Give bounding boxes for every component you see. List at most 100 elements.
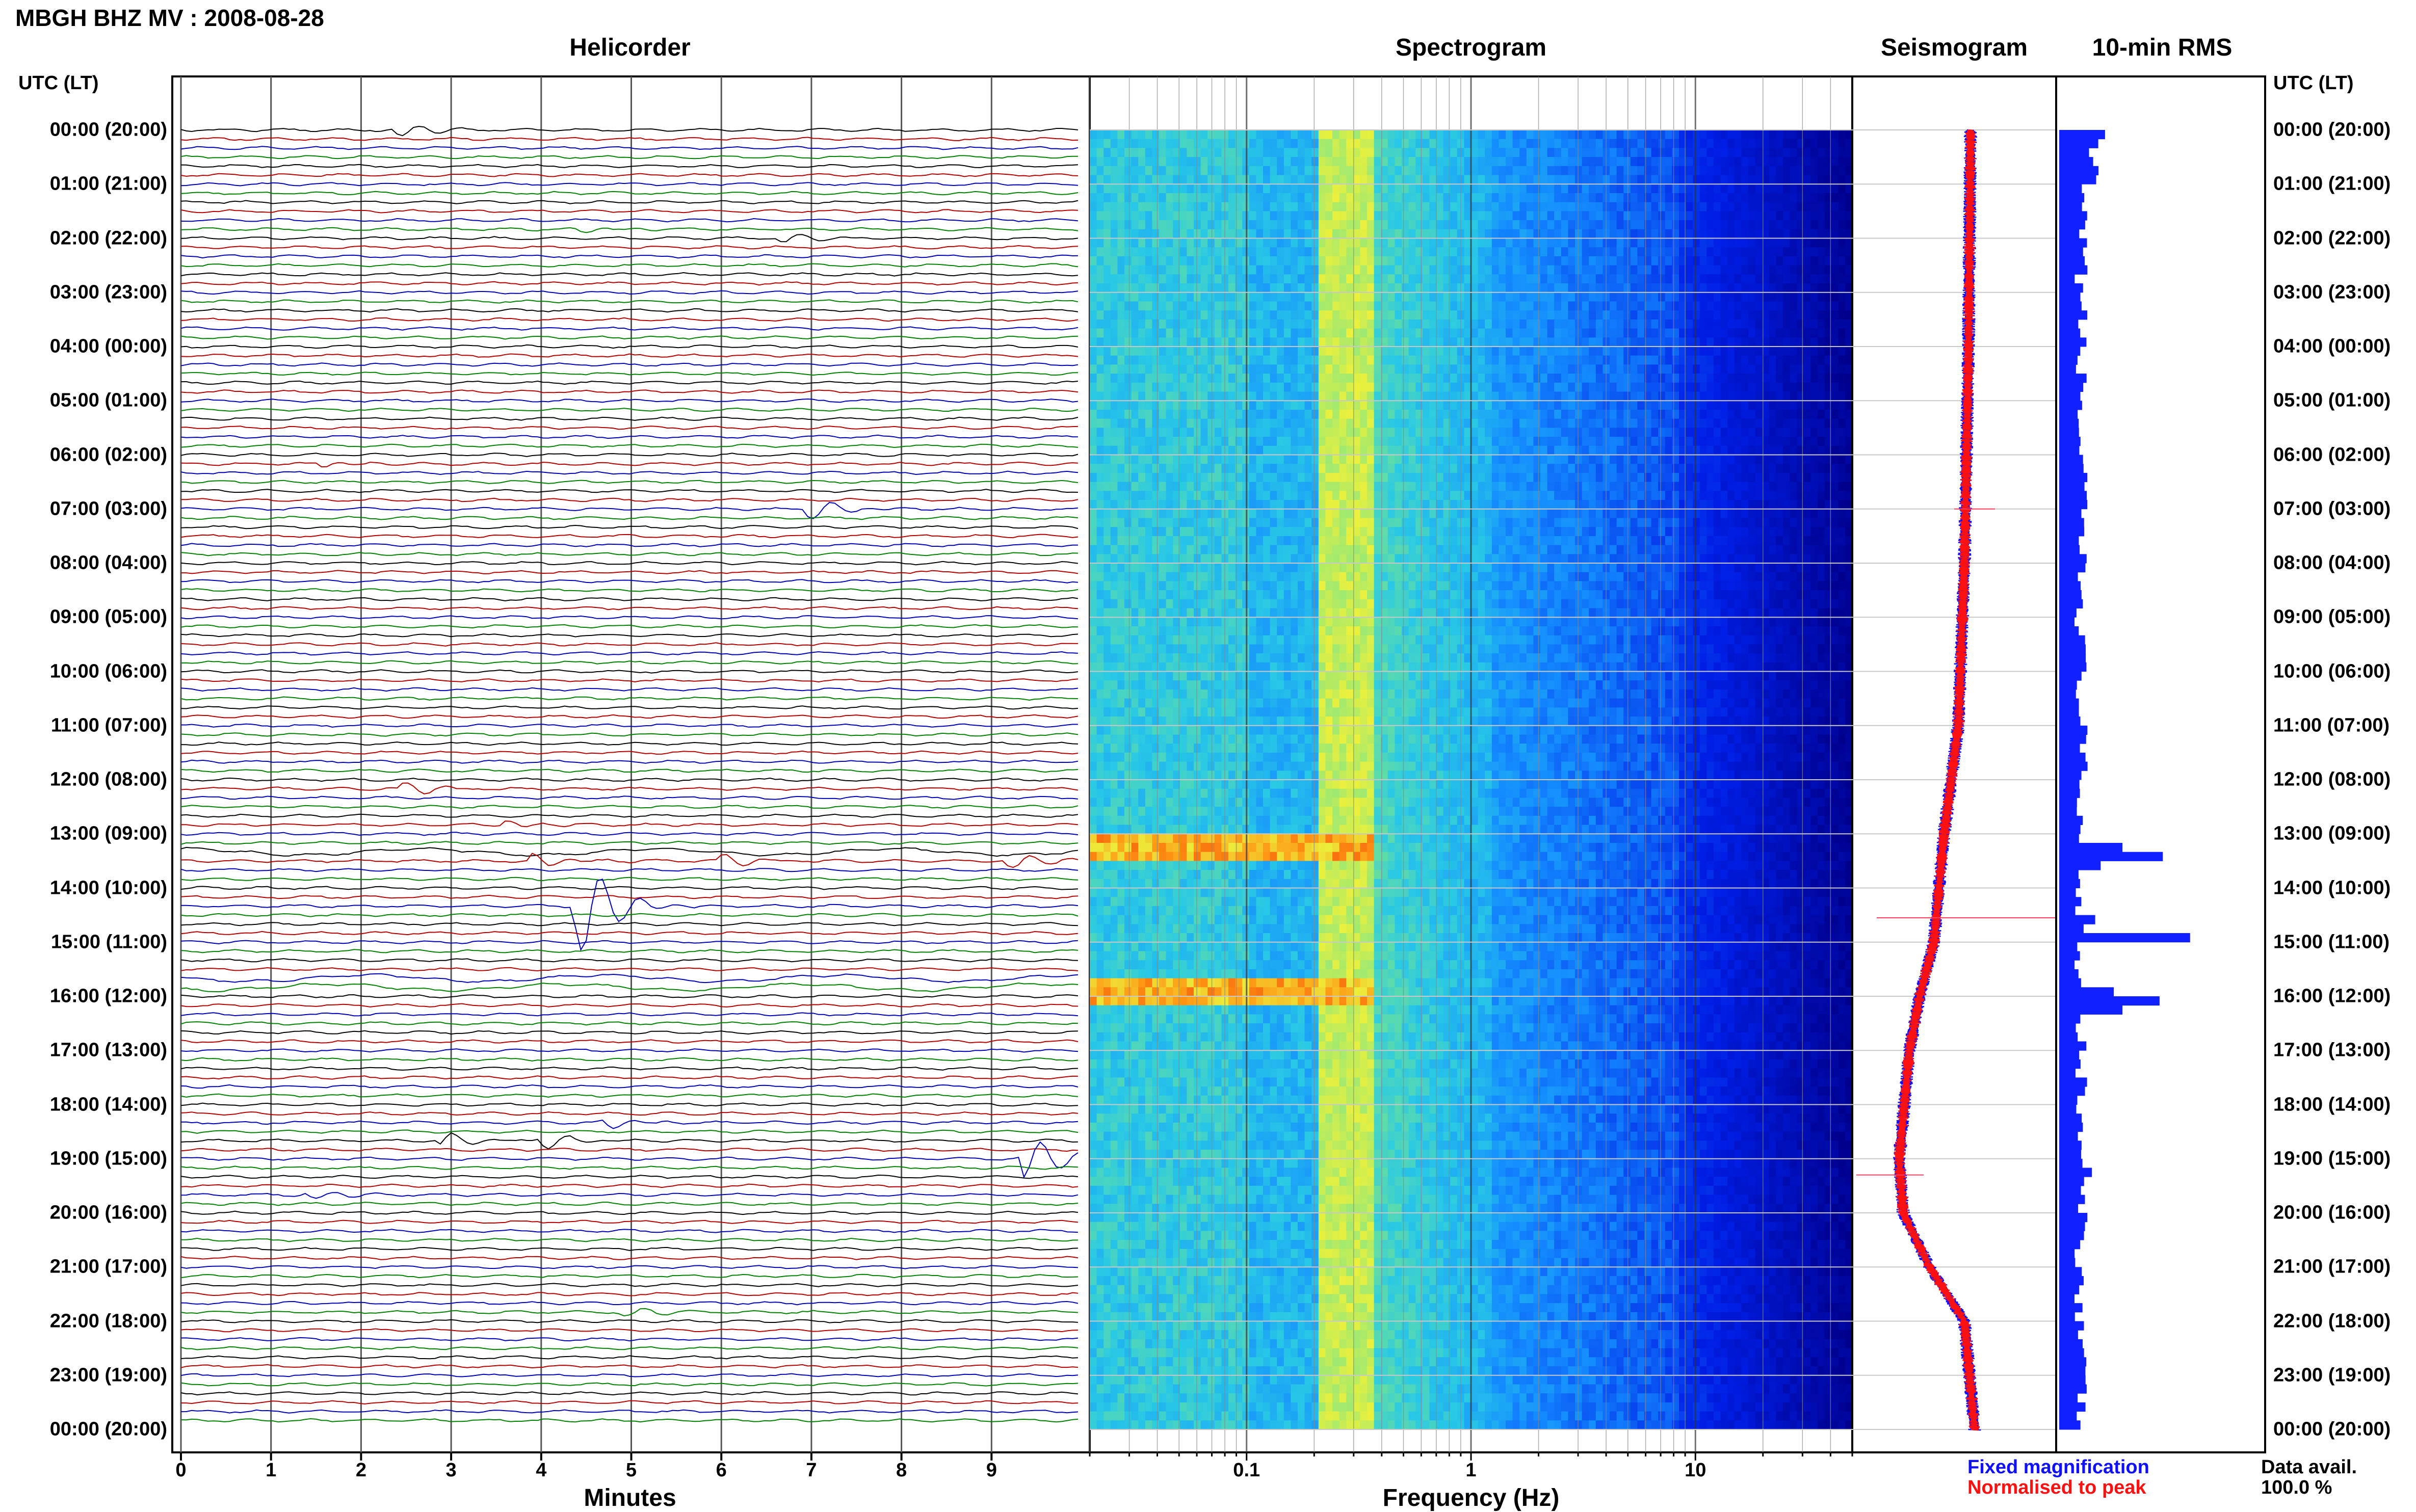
spectrogram-cell bbox=[1402, 401, 1409, 410]
spectrogram-cell bbox=[1145, 266, 1152, 275]
spectrogram-cell bbox=[1568, 364, 1575, 374]
spectrogram-cell bbox=[1658, 310, 1665, 320]
spectrogram-cell bbox=[1471, 464, 1478, 473]
spectrogram-cell bbox=[1651, 410, 1659, 419]
spectrogram-cell bbox=[1291, 500, 1298, 509]
spectrogram-cell bbox=[1201, 175, 1208, 184]
spectrogram-cell bbox=[1831, 238, 1839, 248]
spectrogram-cell bbox=[1513, 293, 1520, 302]
spectrogram-cell bbox=[1610, 356, 1617, 365]
spectrogram-cell bbox=[1810, 193, 1818, 202]
spectrogram-cell bbox=[1277, 184, 1284, 193]
spectrogram-cell bbox=[1540, 383, 1547, 392]
spectrogram-cell bbox=[1478, 329, 1485, 338]
spectrogram-cell bbox=[1215, 329, 1222, 338]
spectrogram-cell bbox=[1201, 166, 1208, 175]
spectrogram-cell bbox=[1693, 238, 1700, 248]
spectrogram-cell bbox=[1263, 364, 1270, 374]
spectrogram-cell bbox=[1513, 482, 1520, 491]
spectrogram-cell bbox=[1735, 428, 1742, 437]
spectrogram-cell bbox=[1839, 374, 1846, 383]
spectrogram-cell bbox=[1631, 364, 1638, 374]
spectrogram-cell bbox=[1776, 139, 1783, 148]
spectrogram-cell bbox=[1513, 374, 1520, 383]
spectrogram-cell bbox=[1207, 491, 1215, 500]
spectrogram-cell bbox=[1741, 320, 1748, 329]
spectrogram-cell bbox=[1547, 473, 1555, 482]
spectrogram-cell bbox=[1499, 356, 1506, 365]
spectrogram-cell bbox=[1665, 302, 1672, 311]
spectrogram-cell bbox=[1533, 157, 1540, 166]
spectrogram-cell bbox=[1831, 193, 1839, 202]
spectrogram-cell bbox=[1700, 482, 1707, 491]
spectrogram-cell bbox=[1325, 166, 1332, 175]
spectrogram-cell bbox=[1145, 419, 1152, 428]
spectrogram-cell bbox=[1561, 148, 1568, 157]
spectrogram-cell bbox=[1360, 446, 1367, 455]
spectrogram-cell bbox=[1194, 410, 1201, 419]
spectrogram-cell bbox=[1831, 266, 1839, 275]
spectrogram-cell bbox=[1346, 364, 1353, 374]
spectrogram-cell bbox=[1818, 482, 1825, 491]
spectrogram-cell bbox=[1270, 347, 1277, 356]
spectrogram-cell bbox=[1700, 419, 1707, 428]
spectrogram-cell bbox=[1305, 139, 1312, 148]
spectrogram-cell bbox=[1727, 473, 1735, 482]
spectrogram-cell bbox=[1340, 247, 1347, 256]
spectrogram-cell bbox=[1714, 491, 1721, 500]
spectrogram-cell bbox=[1464, 193, 1471, 202]
spectrogram-cell bbox=[1672, 283, 1679, 293]
spectrogram-cell bbox=[1097, 482, 1104, 491]
spectrogram-cell bbox=[1228, 356, 1236, 365]
spectrogram-cell bbox=[1617, 392, 1624, 401]
spectrogram-cell bbox=[1658, 229, 1665, 238]
spectrogram-cell bbox=[1748, 320, 1755, 329]
spectrogram-cell bbox=[1159, 329, 1166, 338]
spectrogram-cell bbox=[1090, 266, 1097, 275]
spectrogram-cell bbox=[1187, 175, 1194, 184]
spectrogram-cell bbox=[1117, 482, 1124, 491]
spectrogram-cell bbox=[1540, 482, 1547, 491]
spectrogram-cell bbox=[1651, 202, 1659, 211]
spectrogram-cell bbox=[1298, 293, 1305, 302]
spectrogram-cell bbox=[1374, 320, 1381, 329]
spectrogram-cell bbox=[1291, 139, 1298, 148]
spectrogram-cell bbox=[1485, 302, 1492, 311]
spectrogram-cell bbox=[1090, 256, 1097, 266]
spectrogram-cell bbox=[1735, 392, 1742, 401]
spectrogram-cell bbox=[1194, 148, 1201, 157]
spectrogram-cell bbox=[1596, 283, 1603, 293]
spectrogram-cell bbox=[1284, 337, 1291, 347]
spectrogram-cell bbox=[1145, 256, 1152, 266]
spectrogram-cell bbox=[1665, 166, 1672, 175]
spectrogram-cell bbox=[1610, 148, 1617, 157]
spectrogram-cell bbox=[1790, 410, 1797, 419]
spectrogram-cell bbox=[1686, 247, 1693, 256]
spectrogram-cell bbox=[1353, 446, 1360, 455]
spectrogram-cell bbox=[1311, 229, 1319, 238]
spectrogram-cell bbox=[1395, 491, 1402, 500]
spectrogram-cell bbox=[1755, 202, 1763, 211]
spectrogram-cell bbox=[1540, 175, 1547, 184]
spectrogram-cell bbox=[1340, 482, 1347, 491]
spectrogram-cell bbox=[1839, 175, 1846, 184]
spectrogram-cell bbox=[1513, 157, 1520, 166]
spectrogram-cell bbox=[1693, 401, 1700, 410]
spectrogram-cell bbox=[1319, 446, 1326, 455]
spectrogram-cell bbox=[1589, 247, 1596, 256]
spectrogram-cell bbox=[1672, 148, 1679, 157]
spectrogram-cell bbox=[1727, 329, 1735, 338]
spectrogram-cell bbox=[1152, 274, 1159, 283]
spectrogram-cell bbox=[1138, 428, 1145, 437]
spectrogram-cell bbox=[1755, 383, 1763, 392]
spectrogram-cell bbox=[1097, 274, 1104, 283]
spectrogram-cell bbox=[1436, 437, 1443, 446]
spectrogram-cell bbox=[1159, 220, 1166, 229]
spectrogram-cell bbox=[1284, 364, 1291, 374]
spectrogram-cell bbox=[1686, 392, 1693, 401]
spectrogram-cell bbox=[1755, 283, 1763, 293]
spectrogram-cell bbox=[1519, 500, 1527, 509]
spectrogram-cell bbox=[1790, 193, 1797, 202]
spectrogram-cell bbox=[1610, 302, 1617, 311]
spectrogram-cell bbox=[1388, 437, 1395, 446]
